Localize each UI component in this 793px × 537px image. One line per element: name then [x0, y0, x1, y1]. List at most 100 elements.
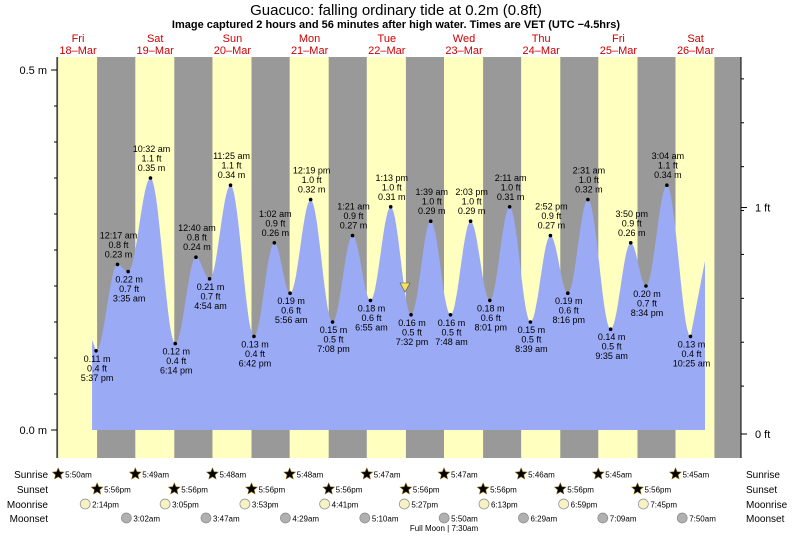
- moonrise-icon: [558, 498, 570, 510]
- day-date: 25–Mar: [600, 45, 638, 57]
- extremum-text: 0.7 ft: [119, 284, 140, 294]
- sunset-time: 5:56pm: [336, 486, 363, 495]
- day-name: Mon: [299, 33, 320, 45]
- extremum-text: 0.9 ft: [265, 218, 286, 228]
- sunset-icon: [245, 482, 258, 495]
- extremum-text: 1:13 pm: [375, 173, 408, 183]
- extremum-text: 0.5 ft: [441, 327, 462, 337]
- moonset-time: 4:29am: [292, 515, 319, 524]
- extremum-dot: [148, 176, 153, 180]
- sunset-icon: [631, 482, 644, 495]
- extremum-text: 0.5 ft: [324, 335, 345, 345]
- extremum-text: 0.9 ft: [344, 211, 365, 221]
- extremum-text: 0.29 m: [458, 206, 486, 216]
- day-name: Tue: [378, 33, 397, 45]
- day-name: Fri: [612, 33, 625, 45]
- sunset-row-label-left: Sunset: [17, 485, 48, 496]
- extremum-dot: [528, 320, 533, 324]
- extremum-text: 0.13 m: [241, 339, 269, 349]
- sunrise-row-label-right: Sunrise: [746, 470, 780, 481]
- sunset-time: 5:56pm: [490, 486, 517, 495]
- moonrise-icon: [478, 498, 490, 510]
- extremum-text: 0.6 ft: [481, 313, 502, 323]
- day-date: 18–Mar: [59, 45, 97, 57]
- extremum-text: 0.22 m: [115, 275, 143, 285]
- day-name: Wed: [453, 33, 475, 45]
- extremum-text: 0.6 ft: [281, 306, 302, 316]
- extremum-text: 12:17 am: [100, 230, 138, 240]
- extremum-text: 0.16 m: [398, 318, 426, 328]
- low-tide-label: 0.21 m0.7 ft4:54 am: [194, 277, 227, 311]
- low-tide-label: 0.18 m0.6 ft8:01 pm: [475, 298, 507, 332]
- extremum-dot: [665, 183, 669, 187]
- low-tide-label: 0.22 m0.7 ft3:35 am: [113, 269, 145, 304]
- extremum-text: 0.4 ft: [681, 349, 702, 359]
- moonset-icon: [121, 512, 132, 524]
- extremum-dot: [507, 205, 512, 209]
- high-tide-label: 2:11 am1.0 ft0.31 m: [495, 173, 527, 209]
- daylight-band: [58, 57, 98, 458]
- low-tide-label: 0.16 m0.5 ft7:32 pm: [396, 313, 429, 347]
- extremum-text: 1:39 am: [415, 187, 448, 197]
- extremum-text: 1.0 ft: [462, 197, 483, 207]
- extremum-text: 1.1 ft: [141, 154, 162, 164]
- high-tide-label: 1:13 pm1.0 ft0.31 m: [375, 173, 408, 209]
- extremum-text: 5:56 am: [275, 315, 308, 325]
- high-tide-label: 2:31 am1.0 ft0.32 m: [573, 166, 606, 202]
- sunrise-icon: [437, 467, 451, 480]
- sunrise-row-label-left: Sunrise: [14, 470, 48, 481]
- moonrise-icon: [398, 498, 410, 510]
- moonrise-icon: [239, 498, 251, 510]
- extremum-text: 0.19 m: [555, 296, 583, 306]
- moonrise-icon: [159, 498, 171, 510]
- extremum-dot: [173, 341, 178, 346]
- extremum-text: 0.19 m: [277, 296, 305, 306]
- moonset-icon: [359, 512, 371, 524]
- sunrise-time: 5:45am: [605, 471, 632, 480]
- sunrise-icon: [283, 467, 297, 480]
- extremum-text: 0.7 ft: [201, 291, 222, 301]
- extremum-dot: [368, 298, 373, 303]
- sunrise-time: 5:48am: [219, 471, 246, 480]
- extremum-text: 1:02 am: [259, 209, 292, 219]
- day-date: 23–Mar: [445, 45, 483, 57]
- extremum-text: 7:32 pm: [396, 337, 429, 347]
- extremum-dot: [272, 241, 277, 245]
- sunrise-time: 5:45am: [682, 471, 709, 480]
- extremum-dot: [126, 269, 130, 274]
- moonrise-time: 3:05pm: [172, 501, 199, 510]
- moonset-time: 3:02am: [133, 515, 160, 524]
- moonrise-time: 5:27pm: [411, 501, 438, 510]
- low-tide-label: 0.14 m0.5 ft9:35 am: [595, 327, 628, 361]
- extremum-dot: [330, 320, 335, 324]
- extremum-text: 11:25 am: [213, 151, 250, 161]
- extremum-text: 2:11 am: [495, 173, 527, 183]
- extremum-text: 6:42 pm: [239, 358, 272, 368]
- extremum-text: 1.0 ft: [579, 175, 600, 185]
- sunrise-icon: [128, 467, 142, 480]
- sunset-icon: [399, 482, 413, 495]
- sunrise-time: 5:47am: [451, 471, 478, 480]
- extremum-text: 0.31 m: [378, 192, 406, 202]
- extremum-dot: [94, 349, 98, 353]
- extremum-text: 6:55 am: [355, 322, 388, 332]
- extremum-text: 1.0 ft: [501, 182, 522, 192]
- moonset-time: 3:47am: [213, 515, 240, 524]
- high-tide-label: 12:19 pm1.0 ft0.32 m: [293, 166, 330, 202]
- extremum-dot: [628, 241, 633, 245]
- extremum-dot: [308, 197, 313, 202]
- extremum-text: 9:35 am: [595, 351, 628, 361]
- extremum-text: 0.8 ft: [187, 233, 208, 243]
- day-name: Thu: [532, 33, 551, 45]
- extremum-dot: [565, 291, 570, 296]
- extremum-text: 2:31 am: [573, 166, 606, 176]
- high-tide-label: 3:50 pm0.9 ft0.26 m: [615, 209, 648, 245]
- high-tide-label: 1:39 am1.0 ft0.29 m: [415, 187, 448, 223]
- extremum-text: 0.26 m: [262, 228, 290, 238]
- sunset-time: 5:56pm: [104, 486, 131, 495]
- extremum-dot: [586, 197, 590, 202]
- extremum-text: 0.5 ft: [602, 342, 623, 352]
- extremum-dot: [350, 233, 355, 238]
- moonset-time: 6:29am: [530, 515, 557, 524]
- extremum-text: 0.8 ft: [109, 240, 130, 250]
